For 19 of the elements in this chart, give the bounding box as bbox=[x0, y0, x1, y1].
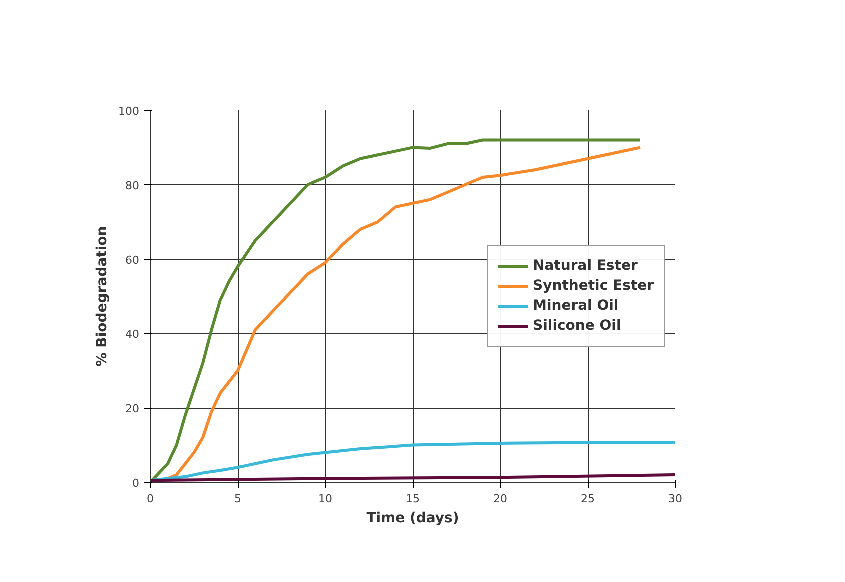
x-tick-label: 30 bbox=[668, 492, 682, 506]
x-tick-label: 5 bbox=[234, 492, 242, 506]
x-axis-title: Time (days) bbox=[366, 510, 460, 526]
x-tick-label: 20 bbox=[494, 492, 508, 506]
x-tick-label: 0 bbox=[147, 492, 154, 506]
legend-label: Silicone Oil bbox=[533, 318, 622, 334]
y-tick-label: 80 bbox=[126, 179, 140, 192]
y-tick-label: 0 bbox=[132, 477, 140, 490]
x-tick-label: 10 bbox=[318, 492, 332, 506]
x-tick-label: 25 bbox=[581, 492, 595, 506]
y-tick-label: 60 bbox=[126, 254, 140, 267]
legend-label: Mineral Oil bbox=[533, 298, 619, 314]
y-tick-label: 40 bbox=[126, 328, 140, 342]
y-tick-label: 20 bbox=[126, 402, 140, 416]
y-axis-title: % Biodegradation bbox=[94, 226, 111, 367]
y-tick-label: 100 bbox=[118, 105, 140, 118]
x-tick-label: 15 bbox=[406, 492, 420, 506]
legend-label: Natural Ester bbox=[533, 258, 638, 274]
legend-label: Synthetic Ester bbox=[533, 278, 654, 294]
